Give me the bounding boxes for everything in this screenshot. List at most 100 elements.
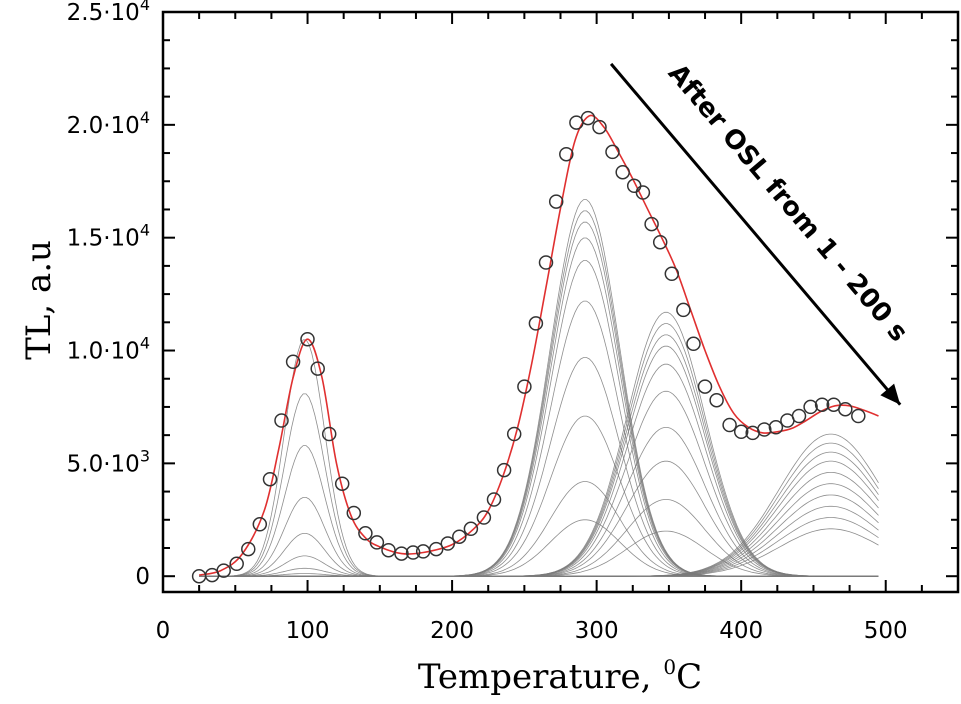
x-axis-label: Temperature, 0C: [418, 655, 702, 697]
y-tick-mantissa: 2.0·10: [67, 113, 140, 139]
data-point-51: [757, 422, 772, 437]
data-point-42: [652, 234, 668, 250]
data-point-30: [528, 316, 544, 331]
data-point-11: [310, 361, 325, 376]
data-point-13: [334, 476, 350, 491]
data-point-24: [463, 521, 479, 537]
data-point-21: [428, 541, 444, 557]
data-point-47: [709, 392, 724, 408]
y-tick-label-0: 0: [135, 564, 150, 590]
data-point-23: [452, 529, 467, 544]
x-tick-label-500: 500: [864, 618, 908, 644]
tick-labels: 0 100 200 300 400 50005.0·1031.0·1041.5·1042.…: [67, 0, 908, 644]
data-markers-layer: [191, 110, 866, 584]
data-point-38: [615, 164, 630, 180]
component-curve-peak4-6: [199, 483, 879, 577]
data-point-41: [644, 216, 659, 232]
component-curve-peak2-3: [199, 221, 879, 577]
annotation-text: After OSL from 1 - 200 s: [662, 59, 914, 348]
component-curves: [199, 199, 879, 577]
data-point-32: [548, 194, 564, 209]
data-point-18: [394, 546, 409, 561]
data-point-5: [241, 541, 256, 557]
component-curve-peak2-8: [199, 415, 879, 577]
data-point-17: [381, 542, 396, 558]
y-tick-exponent: 4: [140, 334, 150, 353]
component-curve-peak3-7: [199, 427, 879, 577]
data-point-22: [440, 536, 456, 551]
data-point-44: [676, 302, 691, 318]
data-point-48: [722, 417, 737, 433]
component-curve-peak1-1: [199, 339, 879, 577]
component-curve-peak2-1: [199, 199, 879, 577]
data-point-28: [506, 426, 522, 442]
x-tick-label-0: 0: [156, 618, 171, 644]
y-tick-mantissa: 2.5·10: [67, 0, 140, 26]
x-axis-unit-sup: 0: [663, 655, 676, 679]
y-tick-label-25000: 2.5·104: [67, 0, 150, 26]
y-tick-mantissa: 0: [135, 564, 150, 590]
component-curve-peak4-3: [199, 451, 879, 577]
y-axis-label: TL, a.u: [19, 240, 59, 360]
x-tick-label-400: 400: [719, 618, 763, 644]
component-curve-peak3-3: [199, 334, 879, 577]
data-point-12: [321, 426, 337, 442]
component-curve-peak3-8: [199, 460, 879, 577]
annotation-arrow-shaft: [609, 62, 902, 406]
data-point-33: [559, 146, 574, 162]
y-tick-exponent: 4: [140, 221, 150, 240]
y-tick-mantissa: 1.5·10: [67, 226, 140, 252]
x-tick-label-200: 200: [430, 618, 474, 644]
component-curve-peak4-4: [199, 460, 879, 577]
data-point-7: [262, 471, 278, 487]
data-point-45: [686, 336, 701, 352]
component-curve-peak2-4: [199, 237, 879, 577]
data-point-4: [229, 556, 244, 572]
y-tick-mantissa: 1.0·10: [67, 339, 140, 365]
y-tick-exponent: 4: [140, 108, 150, 127]
x-axis-unit: C: [676, 657, 702, 697]
data-point-8: [274, 413, 289, 428]
y-tick-label-20000: 2.0·104: [67, 108, 150, 139]
data-point-58: [838, 401, 853, 417]
y-tick-label-5000: 5.0·103: [67, 446, 150, 477]
data-point-15: [358, 526, 373, 541]
annotation-arrow-head: [880, 383, 901, 405]
data-point-56: [814, 397, 830, 412]
component-curve-peak4-9: [199, 517, 879, 577]
data-point-6: [252, 517, 268, 532]
data-point-36: [592, 119, 607, 135]
data-point-37: [605, 144, 620, 160]
data-point-31: [538, 255, 554, 270]
data-point-16: [369, 535, 385, 550]
data-point-52: [768, 420, 784, 435]
component-curve-peak4-1: [199, 433, 879, 577]
x-tick-label-100: 100: [286, 618, 330, 644]
component-curve-peak4-10: [199, 528, 879, 577]
data-point-59: [851, 408, 866, 424]
data-point-40: [635, 185, 651, 200]
y-tick-exponent: 4: [140, 0, 150, 14]
data-point-35: [580, 110, 596, 126]
x-tick-label-300: 300: [575, 618, 619, 644]
fit-curve-layer: [198, 114, 879, 576]
x-axis-label-text: Temperature,: [418, 657, 652, 697]
y-tick-label-10000: 1.0·104: [67, 334, 150, 365]
component-curve-peak2-2: [199, 210, 879, 577]
data-point-14: [346, 505, 362, 521]
component-curve-peak1-5: [199, 533, 879, 577]
component-curve-peak4-8: [199, 505, 879, 577]
data-point-55: [803, 399, 818, 415]
component-curve-peak2-10: [199, 519, 879, 577]
axes: [161, 10, 960, 594]
data-point-27: [496, 462, 512, 478]
data-point-9: [285, 354, 301, 370]
data-point-3: [216, 563, 231, 578]
y-tick-mantissa: 5.0·10: [67, 451, 140, 477]
data-point-26: [486, 492, 502, 507]
component-curve-peak4-5: [199, 472, 879, 577]
component-curve-peak2-7: [199, 357, 879, 577]
y-tick-exponent: 3: [140, 446, 150, 465]
data-point-46: [697, 379, 713, 394]
